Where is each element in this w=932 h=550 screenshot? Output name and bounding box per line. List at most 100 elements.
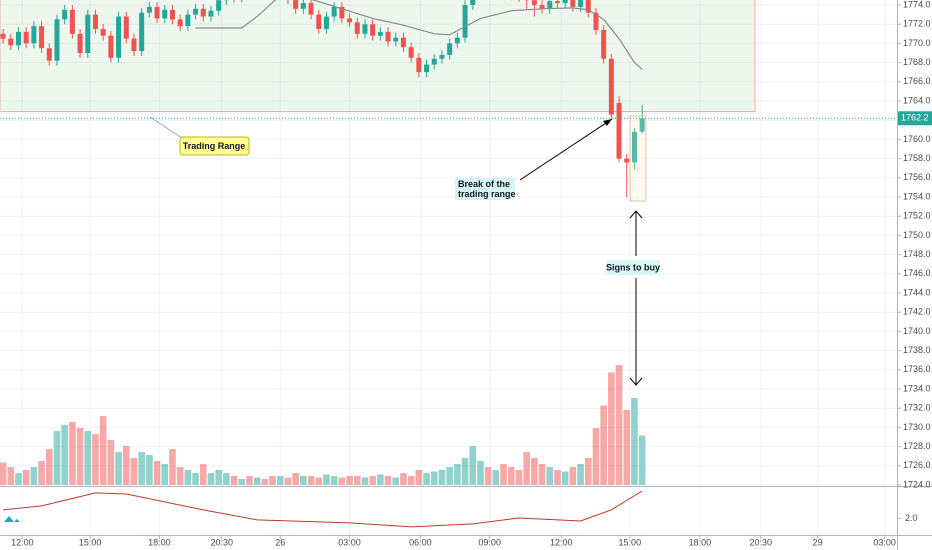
volume-bar: [315, 477, 323, 485]
volume-bar: [407, 476, 415, 485]
candle-body: [547, 1, 553, 9]
volume-bar: [192, 473, 199, 485]
y-tick-label: 1740.0: [903, 326, 931, 336]
volume-bar: [561, 471, 569, 485]
candle-body: [631, 131, 637, 163]
y-tick-label: 1760.0: [903, 134, 931, 144]
candle-body: [424, 64, 430, 73]
annotations: Trading Range Break of the trading range…: [4, 115, 660, 522]
volume-bar: [584, 458, 592, 485]
candle-body: [108, 35, 114, 58]
candle-body: [347, 18, 353, 23]
logo: [4, 516, 20, 522]
x-tick-label: 18:00: [148, 537, 171, 547]
volume-bar: [538, 464, 546, 485]
annotation: Trading Range: [183, 141, 246, 151]
volume-bar: [469, 446, 477, 485]
y-tick-label: 1744.0: [903, 287, 931, 297]
candle-body: [15, 31, 21, 46]
volume-bar: [238, 479, 246, 485]
x-tick-label: 18:00: [689, 537, 712, 547]
volume-bar: [608, 372, 615, 485]
x-tick-label: 06:00: [409, 537, 432, 547]
candle-body: [116, 16, 122, 58]
arrow-head: [629, 210, 643, 219]
annotation: trading range: [458, 189, 516, 199]
candle-body: [331, 6, 337, 17]
candle-body: [185, 14, 191, 27]
candle-body: [200, 8, 206, 17]
candle-body: [585, 0, 591, 13]
volume-bar: [45, 449, 53, 485]
volume-bar: [338, 477, 346, 485]
volume-bar: [592, 428, 600, 485]
y-tick-label: 1756.0: [903, 172, 931, 182]
y-tick-label: 1754.0: [903, 191, 931, 201]
volume-bar: [477, 461, 484, 485]
candle-body: [69, 9, 75, 34]
y-tick-label: 1758.0: [903, 153, 931, 163]
y-tick-label: 1770.0: [903, 38, 931, 48]
candle-body: [308, 3, 314, 15]
candle-body: [131, 38, 137, 52]
annotation: Signs to buy: [606, 262, 660, 272]
volume-bar: [353, 476, 361, 485]
volume-bar: [430, 471, 438, 485]
callout-box: [179, 136, 250, 156]
volume-bar: [269, 476, 276, 485]
volume-bar: [184, 470, 192, 485]
price-badge-label: 1762.2: [901, 113, 929, 123]
volume-bar: [369, 476, 376, 485]
candle-body: [216, 0, 222, 11]
candle-body: [62, 9, 68, 20]
candle-body: [408, 47, 414, 58]
y-tick-label: 1736.0: [903, 364, 931, 374]
volume-bar: [76, 428, 84, 485]
volume-bar: [377, 474, 384, 485]
volume-bar: [523, 452, 530, 485]
candle-body: [323, 16, 329, 29]
volume-bar: [554, 470, 561, 485]
volume-bar: [261, 479, 269, 485]
y-tick-label: 1750.0: [903, 230, 931, 240]
volume-bar: [400, 473, 407, 485]
x-tick-label: 12:00: [11, 537, 34, 547]
y-tick-label: 1748.0: [903, 249, 931, 259]
volume-bar: [577, 464, 584, 485]
volume-bar: [507, 467, 515, 485]
candle-body: [316, 14, 322, 29]
y-tick-label: 1732.0: [903, 403, 931, 413]
candle-body: [208, 10, 214, 17]
volume-bar: [69, 422, 76, 485]
volume-bar: [615, 365, 623, 485]
volume-bar: [61, 425, 68, 485]
volume-bar: [307, 476, 315, 485]
candle-body: [54, 19, 60, 61]
candle-body: [85, 14, 91, 53]
volume-bar: [84, 431, 92, 485]
candle-body: [608, 58, 614, 115]
y-tick-label: 1774.0: [903, 0, 931, 9]
x-tick-label: 09:00: [478, 537, 501, 547]
candle-body: [531, 0, 537, 5]
candle-body: [46, 48, 52, 61]
volume-bar: [546, 467, 554, 485]
volume-bar: [484, 467, 492, 485]
candle-body: [23, 31, 29, 44]
y-tick-label: 1766.0: [903, 76, 931, 86]
candle-body: [462, 4, 468, 38]
volume-bar: [38, 461, 45, 485]
grid: [0, 0, 897, 535]
candle-body: [293, 0, 299, 9]
volume-bar: [276, 476, 284, 485]
volume-bar: [53, 431, 61, 485]
volume-bar: [446, 467, 453, 485]
candle-body: [624, 158, 630, 163]
volume-bar: [246, 476, 253, 485]
candle-body: [154, 6, 160, 19]
volume-bar: [230, 476, 238, 485]
candle-body: [400, 37, 406, 48]
callout-pointer: [149, 116, 186, 141]
volume-bar: [631, 398, 638, 485]
candle-body: [616, 102, 622, 159]
